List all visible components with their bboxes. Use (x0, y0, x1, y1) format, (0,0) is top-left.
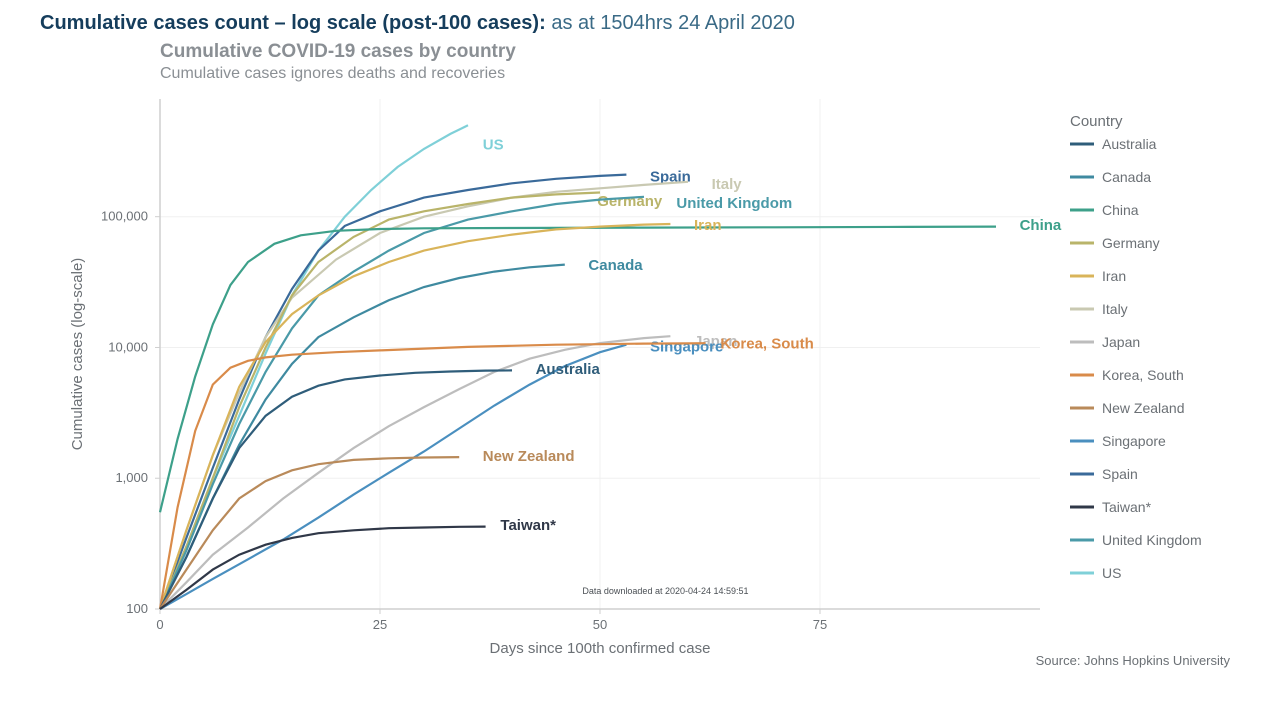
y-tick-label: 100 (126, 601, 148, 616)
series-label: Germany (597, 193, 663, 210)
series-spain (160, 175, 626, 609)
legend-label: China (1102, 202, 1139, 218)
series-label: New Zealand (483, 448, 575, 465)
chart-title: Cumulative COVID-19 cases by country (160, 41, 1240, 63)
series-label: Korea, South (720, 336, 813, 353)
x-axis-label: Days since 100th confirmed case (490, 640, 711, 657)
download-note: Data downloaded at 2020-04-24 14:59:51 (582, 586, 748, 596)
legend-title: Country (1070, 113, 1123, 130)
series-label: Australia (536, 361, 601, 378)
x-tick-label: 25 (373, 617, 387, 632)
x-tick-label: 75 (813, 617, 827, 632)
legend-label: New Zealand (1102, 400, 1185, 416)
legend-label: Italy (1102, 301, 1128, 317)
series-singapore (160, 345, 626, 609)
legend-label: Australia (1102, 136, 1157, 152)
legend-label: US (1102, 565, 1121, 581)
series-label: Singapore (650, 338, 723, 355)
series-label: China (1020, 217, 1062, 234)
headline-bold: Cumulative cases count – log scale (post… (40, 12, 546, 34)
x-tick-label: 0 (156, 617, 163, 632)
legend-label: Japan (1102, 334, 1140, 350)
chart-subtitle: Cumulative cases ignores deaths and reco… (160, 65, 1240, 83)
y-tick-label: 100,000 (101, 209, 148, 224)
legend-label: Taiwan* (1102, 499, 1152, 515)
x-tick-label: 50 (593, 617, 607, 632)
chart: 100 1,000 10,000 100,000 0 25 50 75 Days since 1… (40, 89, 1240, 669)
y-axis-label: Cumulative cases (log-scale) (69, 258, 86, 451)
legend-label: Korea, South (1102, 367, 1184, 383)
series-label: Taiwan* (500, 517, 556, 534)
y-tick-label: 1,000 (115, 470, 148, 485)
headline-rest: as at 1504hrs 24 April 2020 (546, 12, 795, 34)
legend-label: Canada (1102, 169, 1151, 185)
source-label: Source: Johns Hopkins University (1036, 653, 1231, 668)
legend-label: Germany (1102, 235, 1160, 251)
legend-label: Iran (1102, 268, 1126, 284)
series-australia (160, 370, 512, 609)
series-taiwan- (160, 527, 486, 609)
legend-label: Spain (1102, 466, 1138, 482)
page-title: Cumulative cases count – log scale (post… (40, 12, 1240, 35)
series-label: US (483, 137, 504, 154)
series-label: Iran (694, 217, 722, 234)
series-label: United Kingdom (676, 195, 792, 212)
legend-label: United Kingdom (1102, 532, 1202, 548)
series-label: Canada (588, 257, 643, 274)
series-italy (160, 182, 688, 609)
y-tick-label: 10,000 (108, 339, 148, 354)
series-label: Italy (712, 176, 743, 193)
legend-label: Singapore (1102, 433, 1166, 449)
